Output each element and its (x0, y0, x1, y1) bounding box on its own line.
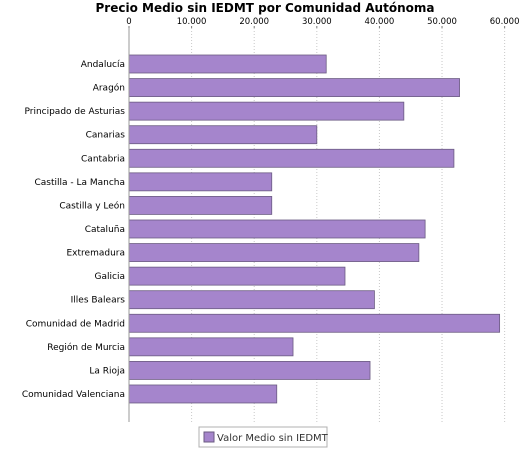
category-label: Cataluña (85, 225, 125, 235)
category-label: Cantabria (81, 154, 125, 164)
legend-box (198, 426, 328, 448)
category-label: Principado de Asturias (24, 107, 125, 117)
x-tick-label: 10.000 (177, 17, 207, 27)
bar (128, 78, 460, 97)
legend-label: Valor Medio sin IEDMT (217, 433, 329, 444)
bar (128, 337, 294, 357)
x-tick-label: 50.000 (427, 17, 457, 27)
bar (128, 243, 420, 262)
category-label: Andalucía (81, 60, 125, 70)
category-label: Comunidad Valenciana (22, 390, 125, 400)
bar (128, 196, 273, 215)
x-tick-label: 0 (126, 17, 131, 27)
x-tick-label: 40.000 (365, 17, 395, 27)
category-label: Extremadura (67, 249, 126, 259)
category-label: Región de Murcia (47, 342, 125, 353)
bar (128, 148, 455, 168)
bar (128, 313, 501, 333)
category-label: Illes Balears (71, 296, 126, 306)
bar (128, 101, 405, 121)
bar (128, 290, 375, 310)
chart-title: Precio Medio sin IEDMT por Comunidad Aut… (96, 1, 435, 15)
bar (128, 384, 278, 404)
category-labels: Andalucía Aragón Principado de Asturias Can… (22, 60, 125, 400)
category-label: Comunidad de Madrid (26, 319, 125, 329)
x-tick-label: 20.000 (239, 17, 269, 27)
category-label: Galicia (95, 272, 125, 282)
bars (128, 54, 501, 404)
category-label: Canarias (86, 131, 126, 141)
category-label: Castilla - La Mancha (34, 178, 125, 188)
legend-swatch (203, 431, 215, 443)
bar (128, 266, 346, 286)
category-label: Aragón (93, 83, 125, 94)
x-tick-label: 60.000 (490, 17, 520, 27)
x-tick-label: 30.000 (302, 17, 332, 27)
bar (128, 54, 327, 74)
bar (128, 125, 318, 145)
category-label: La Rioja (89, 366, 125, 376)
x-axis-ticks: 0 10.000 20.000 30.000 40.000 50.000 60.000 (126, 17, 520, 28)
legend: Valor Medio sin IEDMT (198, 426, 329, 448)
bar (128, 172, 273, 192)
bar (128, 219, 426, 239)
bar (128, 361, 371, 380)
category-label: Castilla y León (59, 200, 125, 211)
